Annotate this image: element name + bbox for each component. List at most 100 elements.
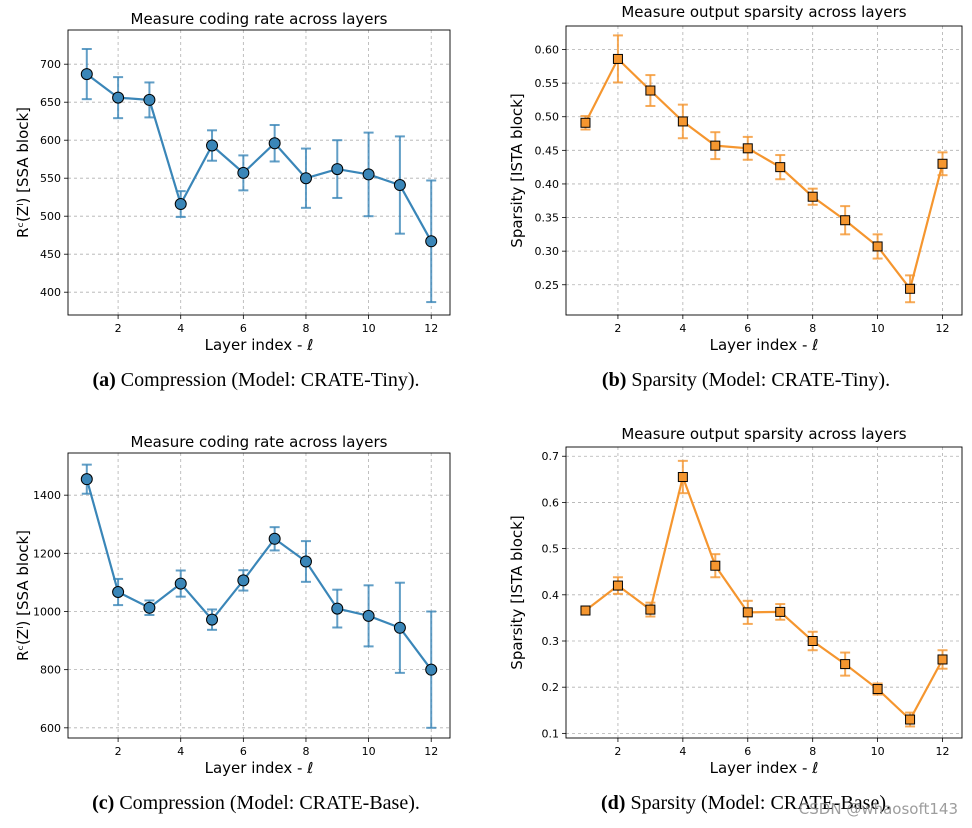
x-tick-label: 8 — [302, 322, 309, 335]
y-axis-label: Rᶜ(Zˡ) [SSA block] — [14, 107, 32, 238]
data-point — [612, 53, 623, 64]
caption-c-text: Compression (Model: — [119, 792, 300, 814]
data-point — [807, 636, 818, 646]
x-tick-label: 12 — [936, 322, 950, 335]
x-axis-label: Layer index - ℓ — [710, 759, 819, 777]
data-point — [710, 140, 721, 151]
x-axis-label: Layer index - ℓ — [205, 759, 314, 777]
data-point — [425, 235, 438, 248]
watermark: CSDN @whaosoft143 — [798, 800, 958, 818]
y-axis-label: Sparsity [ISTA block] — [508, 515, 526, 669]
data-point — [645, 85, 656, 96]
data-point — [393, 179, 406, 192]
y-tick-label: 0.6 — [542, 496, 560, 509]
caption-a: (a) Compression (Model: CRATE-Tiny). — [92, 369, 419, 392]
plot-frame — [565, 446, 963, 739]
data-point — [580, 117, 591, 128]
caption-c-model: CRATE — [299, 792, 363, 814]
x-tick-label: 10 — [362, 322, 376, 335]
chart-title: Measure coding rate across layers — [131, 433, 388, 451]
data-point — [299, 172, 312, 185]
plot-frame — [67, 29, 451, 316]
data-point — [237, 166, 250, 179]
x-tick-label: 4 — [177, 322, 184, 335]
caption-a-model: CRATE — [300, 369, 365, 391]
data-point — [612, 580, 623, 591]
caption-d-model: CRATE — [770, 792, 834, 814]
chart-title: Measure coding rate across layers — [131, 10, 388, 28]
y-tick-label: 400 — [40, 286, 61, 299]
y-tick-label: 0.25 — [535, 279, 560, 292]
data-point — [80, 68, 93, 81]
data-point — [905, 283, 916, 294]
data-point — [645, 604, 656, 615]
x-tick-label: 10 — [871, 322, 885, 335]
x-tick-label: 6 — [744, 322, 751, 335]
data-point — [174, 577, 187, 590]
y-tick-label: 450 — [40, 248, 61, 261]
y-tick-label: 0.5 — [542, 543, 560, 556]
y-tick-label: 600 — [40, 722, 61, 735]
data-point — [393, 621, 406, 634]
x-tick-label: 4 — [177, 745, 184, 758]
x-tick-label: 2 — [115, 322, 122, 335]
data-point — [112, 91, 125, 104]
series-line — [584, 57, 944, 292]
caption-d-label: (d) — [601, 792, 626, 814]
data-point — [268, 137, 281, 150]
x-tick-label: 2 — [614, 322, 621, 335]
data-point — [206, 613, 219, 626]
y-axis-label: Rᶜ(Zˡ) [SSA block] — [14, 530, 32, 661]
caption-b-text: Sparsity (Model: — [631, 369, 772, 391]
data-point — [710, 560, 721, 571]
x-tick-label: 2 — [614, 745, 621, 758]
data-point — [143, 601, 156, 614]
data-point — [425, 663, 438, 676]
data-point — [742, 143, 753, 154]
x-tick-label: 10 — [871, 745, 885, 758]
data-point — [840, 215, 851, 226]
data-point — [937, 158, 948, 169]
caption-d-text: Sparsity (Model: — [630, 792, 771, 814]
y-tick-label: 0.7 — [542, 450, 560, 463]
data-point — [112, 586, 125, 599]
data-point — [331, 602, 344, 615]
y-tick-label: 800 — [40, 664, 61, 677]
x-axis-label: Layer index - ℓ — [710, 336, 819, 354]
y-tick-label: 500 — [40, 210, 61, 223]
x-tick-label: 6 — [240, 322, 247, 335]
y-tick-label: 0.50 — [535, 111, 560, 124]
y-tick-label: 600 — [40, 134, 61, 147]
data-point — [807, 191, 818, 202]
chart-title: Measure output sparsity across layers — [621, 425, 906, 443]
data-point — [775, 606, 786, 617]
x-tick-label: 6 — [744, 745, 751, 758]
x-tick-label: 12 — [424, 745, 438, 758]
data-point — [237, 574, 250, 587]
data-point — [362, 168, 375, 181]
data-point — [937, 654, 948, 665]
plot-frame — [67, 452, 451, 739]
data-point — [872, 241, 883, 252]
x-tick-label: 8 — [809, 322, 816, 335]
x-tick-label: 10 — [362, 745, 376, 758]
data-point — [677, 116, 688, 127]
x-tick-label: 4 — [679, 322, 686, 335]
y-tick-label: 0.30 — [535, 245, 560, 258]
x-tick-label: 6 — [240, 745, 247, 758]
x-tick-label: 12 — [424, 322, 438, 335]
y-tick-label: 1000 — [33, 605, 61, 618]
data-point — [143, 93, 156, 106]
data-point — [775, 162, 786, 173]
data-point — [905, 714, 916, 725]
y-tick-label: 0.60 — [535, 44, 560, 57]
caption-d-suffix: -Base). — [833, 792, 891, 814]
y-tick-label: 1200 — [33, 547, 61, 560]
y-tick-label: 0.1 — [542, 727, 560, 740]
caption-b-label: (b) — [601, 369, 627, 391]
x-axis-label: Layer index - ℓ — [205, 336, 314, 354]
y-tick-label: 0.35 — [535, 212, 560, 225]
